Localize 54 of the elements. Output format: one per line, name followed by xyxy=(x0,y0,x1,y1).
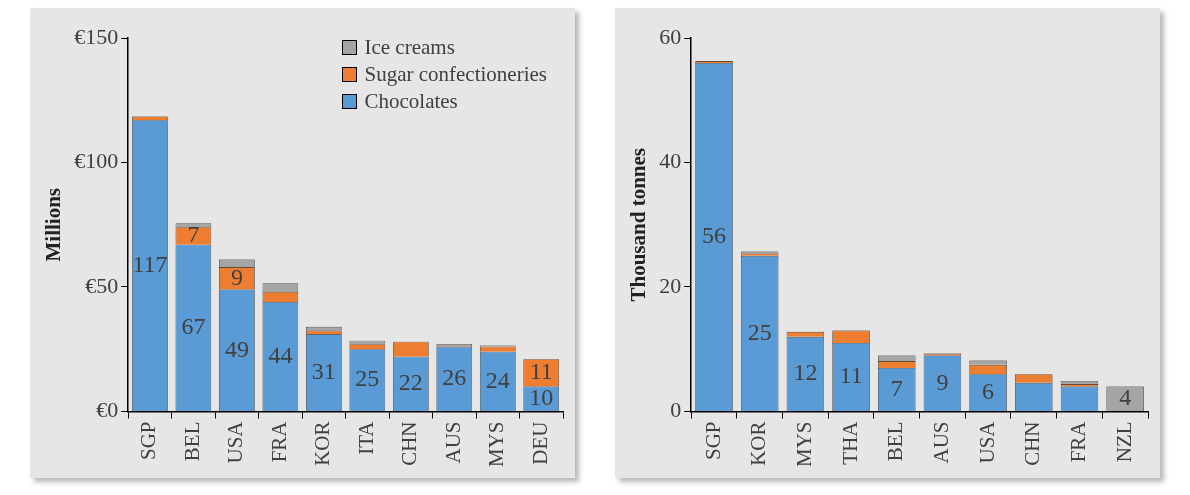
data-label: 44 xyxy=(268,341,293,368)
data-label: 117 xyxy=(132,250,168,277)
x-tick-label: AUS xyxy=(928,421,953,464)
data-label: 4 xyxy=(1119,384,1132,411)
data-label: 11 xyxy=(839,362,863,389)
x-tick-label: USA xyxy=(974,420,999,464)
data-label: 22 xyxy=(398,369,423,396)
x-tick-label: NZL xyxy=(1111,421,1136,463)
data-label: 7 xyxy=(187,221,200,248)
x-tick-label: CHN xyxy=(397,421,422,466)
x-tick-label: ITA xyxy=(353,420,378,455)
x-tick-label: FRA xyxy=(266,420,291,463)
y-tick-label: €50 xyxy=(85,272,119,298)
data-label: 11 xyxy=(529,358,553,385)
data-label: 10 xyxy=(529,384,554,411)
y-axis-title: Thousand tonnes xyxy=(626,147,651,302)
data-label: 25 xyxy=(747,318,772,345)
data-label: 25 xyxy=(355,365,380,392)
data-label: 31 xyxy=(311,357,336,384)
x-tick-label: DEU xyxy=(527,421,552,465)
data-label: 24 xyxy=(485,366,510,393)
y-tick-label: €0 xyxy=(96,397,119,423)
x-tick-label: THA xyxy=(837,420,862,465)
x-tick-label: CHN xyxy=(1020,421,1045,466)
y-axis-title: Millions xyxy=(41,187,66,262)
y-tick-label: 20 xyxy=(659,272,682,298)
data-label: 7 xyxy=(890,374,903,401)
x-tick-label: KOR xyxy=(310,421,335,466)
y-tick-label: 40 xyxy=(659,148,682,174)
x-tick-label: SGP xyxy=(700,421,725,461)
data-label: 9 xyxy=(936,368,949,395)
data-label: 26 xyxy=(442,364,467,391)
legend-label: Chocolates xyxy=(364,88,458,115)
y-tick-label: 0 xyxy=(670,397,682,423)
x-tick-label: MYS xyxy=(791,421,816,468)
x-tick-label: BEL xyxy=(883,421,908,462)
data-label: 12 xyxy=(793,359,818,386)
y-tick-label: €150 xyxy=(74,23,119,49)
y-tick-label: €100 xyxy=(74,148,119,174)
data-label: 56 xyxy=(702,222,727,249)
x-tick-label: FRA xyxy=(1066,420,1090,463)
x-tick-label: MYS xyxy=(484,421,509,468)
y-tick-label: 60 xyxy=(659,23,682,49)
x-tick-label: SGP xyxy=(136,421,161,461)
data-label: 9 xyxy=(230,263,243,290)
x-tick-label: USA xyxy=(223,420,248,464)
legend-label: Ice creams xyxy=(364,34,455,61)
legend-label: Sugar confectioneries xyxy=(364,61,547,88)
data-label: 67 xyxy=(181,313,206,340)
data-label: 49 xyxy=(224,335,249,362)
x-tick-label: KOR xyxy=(746,421,771,466)
x-tick-label: AUS xyxy=(440,421,465,464)
x-tick-label: BEL xyxy=(179,421,204,462)
data-label: 6 xyxy=(982,377,995,404)
